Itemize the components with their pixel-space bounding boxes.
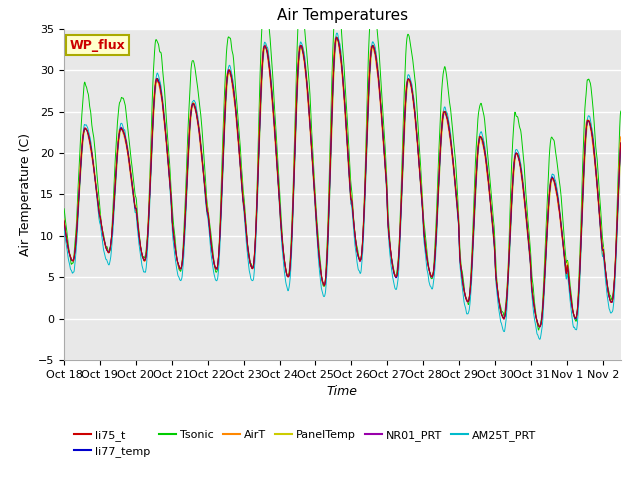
Text: WP_flux: WP_flux	[70, 39, 125, 52]
Legend: li75_t, li77_temp, Tsonic, AirT, PanelTemp, NR01_PRT, AM25T_PRT: li75_t, li77_temp, Tsonic, AirT, PanelTe…	[70, 425, 541, 461]
X-axis label: Time: Time	[327, 385, 358, 398]
Title: Air Temperatures: Air Temperatures	[277, 9, 408, 24]
Y-axis label: Air Temperature (C): Air Temperature (C)	[19, 133, 33, 256]
